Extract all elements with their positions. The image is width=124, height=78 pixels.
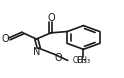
- Text: N: N: [33, 47, 41, 57]
- Text: O: O: [1, 34, 9, 44]
- Text: O: O: [47, 13, 55, 23]
- Text: CH₃: CH₃: [76, 56, 91, 65]
- Text: CH₃: CH₃: [72, 56, 86, 65]
- Text: O: O: [54, 53, 62, 63]
